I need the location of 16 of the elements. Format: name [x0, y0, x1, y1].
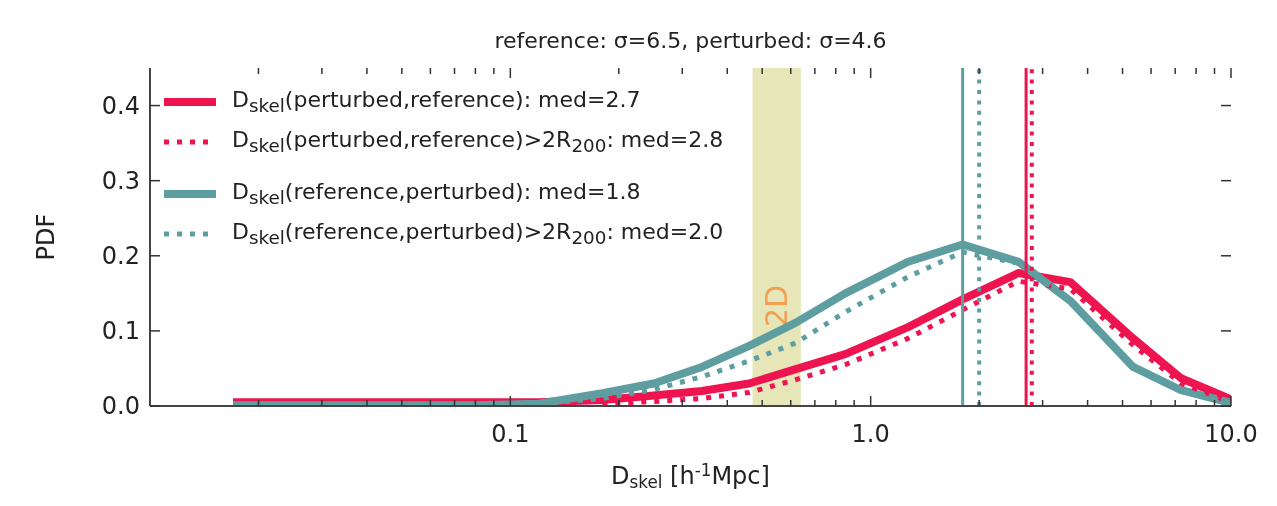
x-tick-label: 10.0	[1204, 420, 1258, 448]
legend-label: D$_{skel}$(reference,perturbed)>2R$_{200}$: med=2.0	[232, 219, 724, 249]
x-axis-title: D$_{skel}$ [h$^{-1}$Mpc]	[611, 460, 770, 493]
y-axis-title: PDF	[32, 213, 60, 261]
y-tick-label: 0.3	[101, 166, 140, 195]
y-tick-label: 0.1	[101, 316, 140, 345]
x-tick-label: 0.1	[491, 420, 530, 448]
y-tick-label: 0.4	[101, 91, 140, 120]
y-tick-label: 0.0	[101, 392, 140, 420]
band-label: 2D	[759, 284, 795, 327]
legend-label: D$_{skel}$(perturbed,reference)>2R$_{200}$: med=2.8	[232, 127, 724, 157]
legend-label: D$_{skel}$(perturbed,reference): med=2.7	[232, 87, 641, 117]
x-tick-label: 1.0	[851, 420, 890, 448]
y-tick-label: 0.2	[101, 241, 140, 270]
legend-label: D$_{skel}$(reference,perturbed): med=1.8	[232, 179, 641, 209]
chart-subtitle: reference: σ=6.5, perturbed: σ=4.6	[493, 28, 888, 53]
